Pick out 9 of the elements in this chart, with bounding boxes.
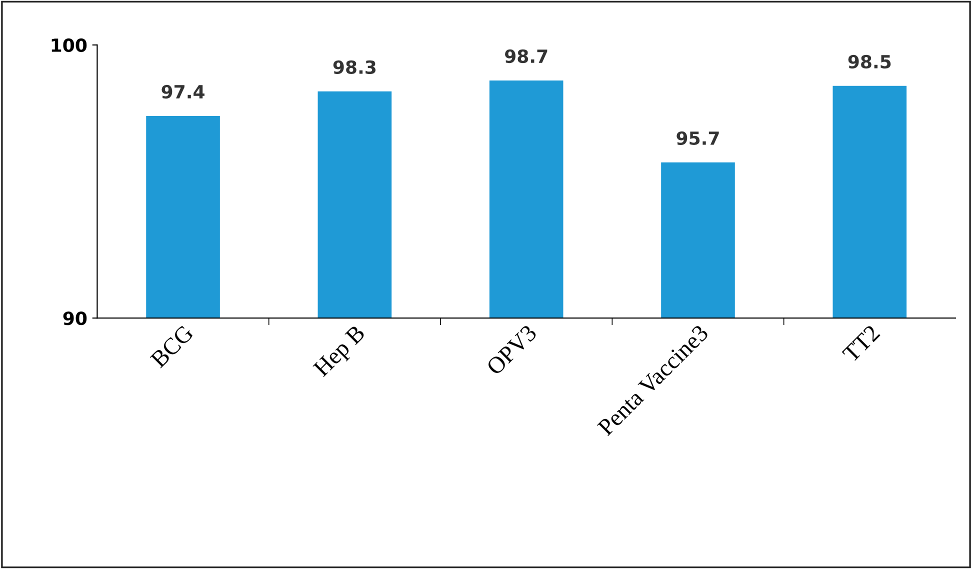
data-label: 97.4 <box>162 84 204 99</box>
x-tick-label: TT2 <box>842 324 880 363</box>
data-label: 98.7 <box>505 49 548 64</box>
x-tick-label: Hep B <box>312 324 370 381</box>
y-tick-label: 90 <box>63 312 87 326</box>
y-tick-label: 100 <box>52 38 87 52</box>
data-label: 98.5 <box>848 54 891 69</box>
data-label: 95.7 <box>676 131 719 146</box>
data-label: 98.3 <box>333 60 376 74</box>
